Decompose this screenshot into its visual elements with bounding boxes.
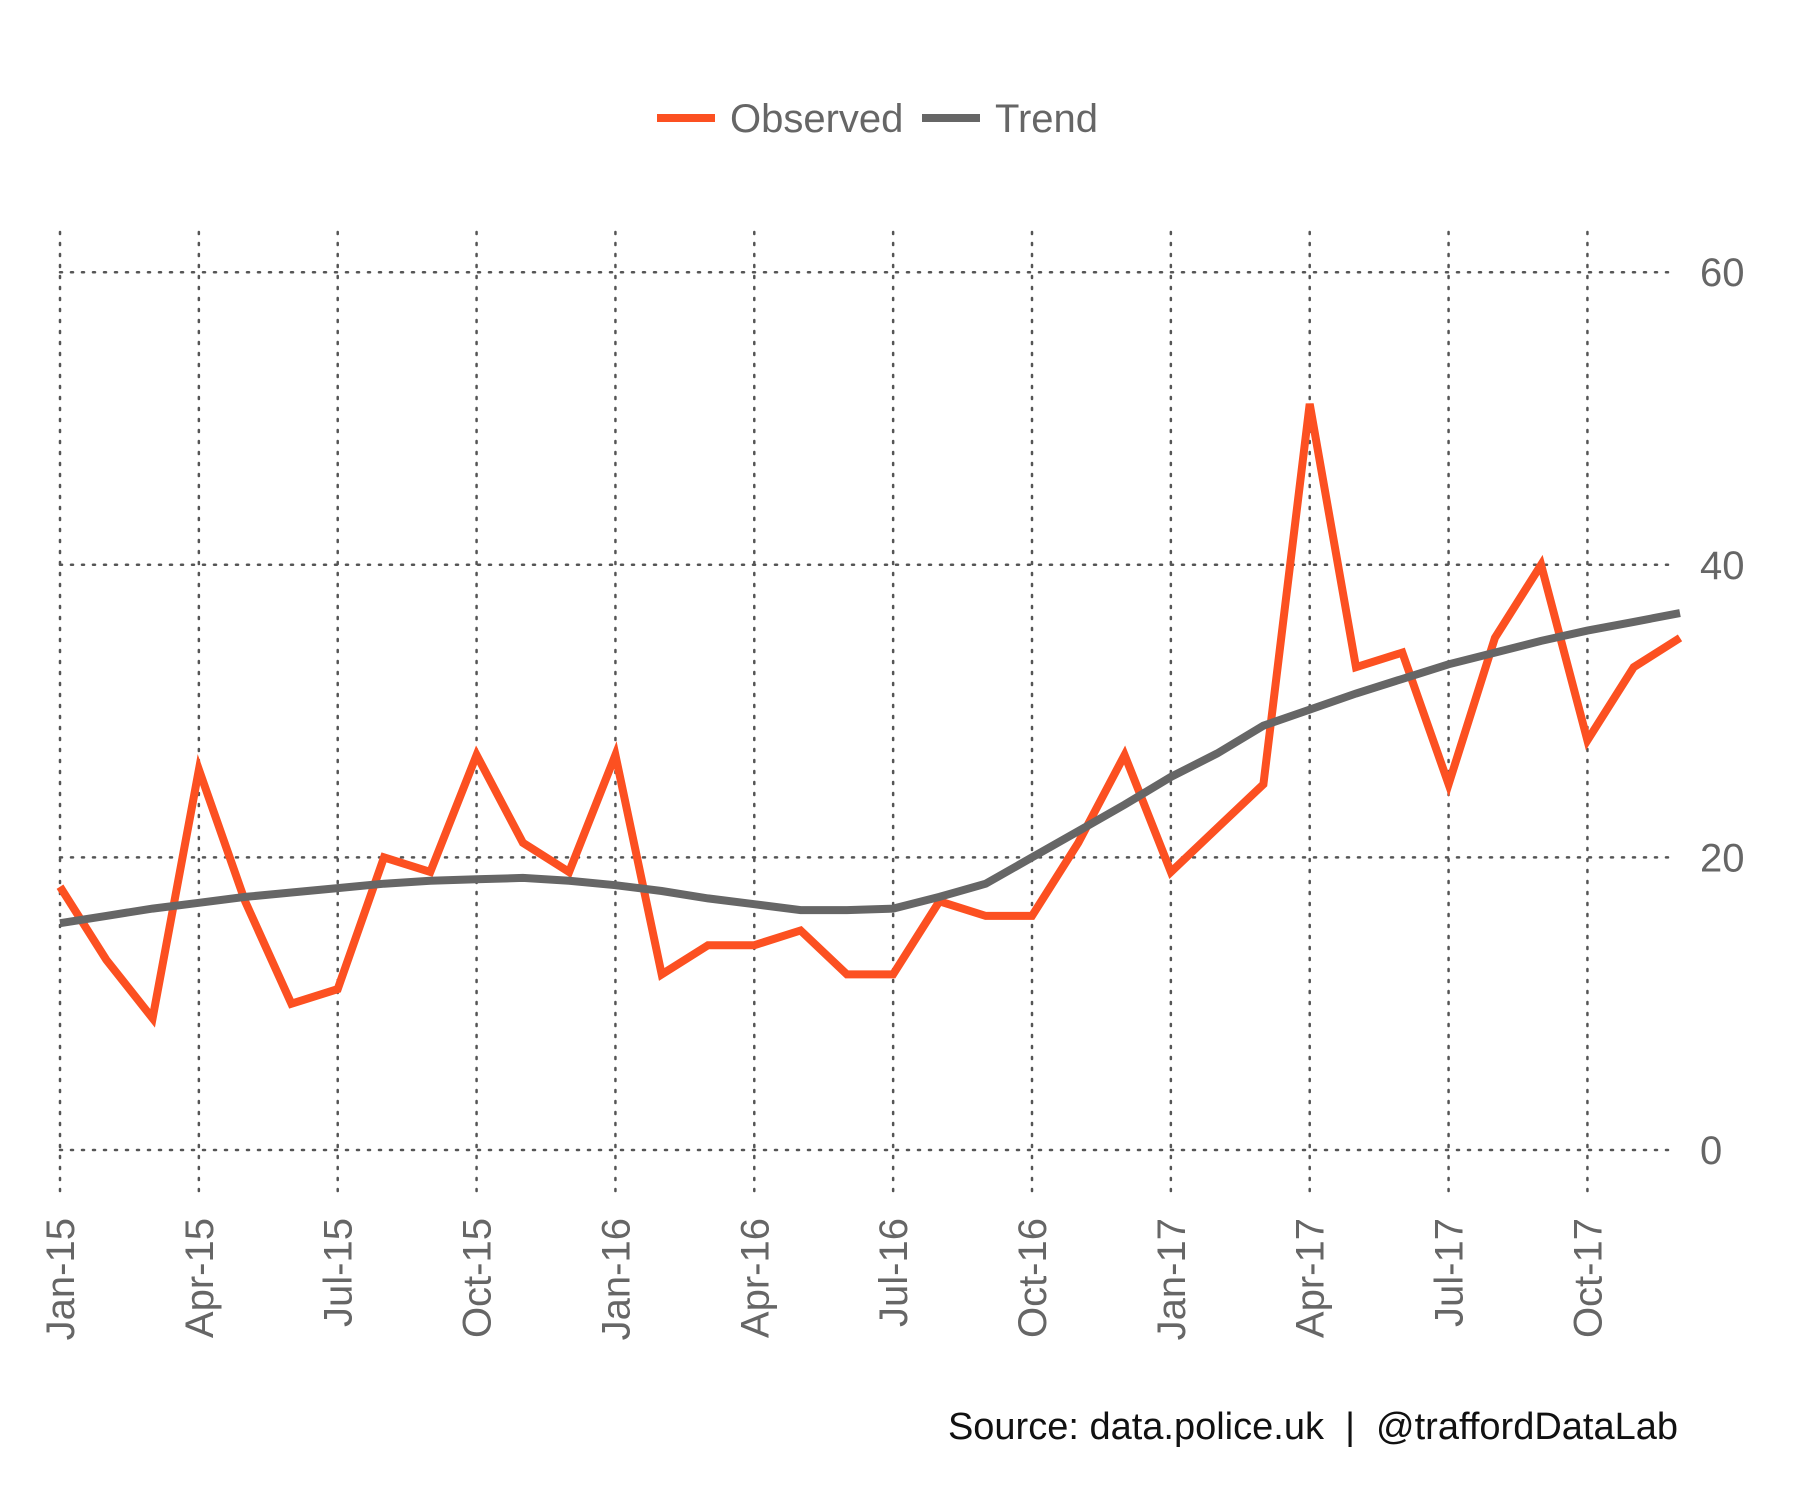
legend: Observed Trend [657, 97, 1098, 141]
x-tick-label: Apr-16 [733, 1218, 777, 1338]
x-tick-label: Jan-15 [39, 1218, 83, 1340]
source-caption: Source: data.police.uk | @traffordDataLa… [948, 1406, 1678, 1448]
x-tick-labels: Jan-15 Apr-15 Jul-15 Oct-15 Jan-16 Apr-16 Jul-… [39, 1218, 1610, 1340]
x-tick-label: Oct-17 [1566, 1218, 1610, 1338]
x-tick-label: Jul-15 [317, 1218, 361, 1327]
y-tick-label: 0 [1700, 1129, 1722, 1173]
x-tick-label: Apr-15 [178, 1218, 222, 1338]
x-tick-label: Apr-17 [1289, 1218, 1333, 1338]
y-gridlines [58, 270, 1677, 1152]
y-tick-label: 20 [1700, 836, 1745, 880]
x-tick-label: Jan-16 [594, 1218, 638, 1340]
legend-label-observed: Observed [730, 97, 903, 141]
x-tick-label: Jul-17 [1428, 1218, 1472, 1327]
series-line-observed [56, 403, 1683, 1028]
x-tick-label: Oct-15 [456, 1218, 500, 1338]
x-tick-label: Jul-16 [872, 1218, 916, 1327]
x-gridlines [58, 230, 1589, 1197]
legend-label-trend: Trend [995, 97, 1098, 141]
x-tick-label: Oct-16 [1011, 1218, 1055, 1338]
series-line-trend [59, 609, 1681, 928]
y-tick-label: 60 [1700, 251, 1745, 295]
x-tick-label: Jan-17 [1150, 1218, 1194, 1340]
series-lines [56, 403, 1683, 1028]
y-tick-labels: 0 20 40 60 [1700, 251, 1745, 1173]
y-tick-label: 40 [1700, 544, 1745, 588]
